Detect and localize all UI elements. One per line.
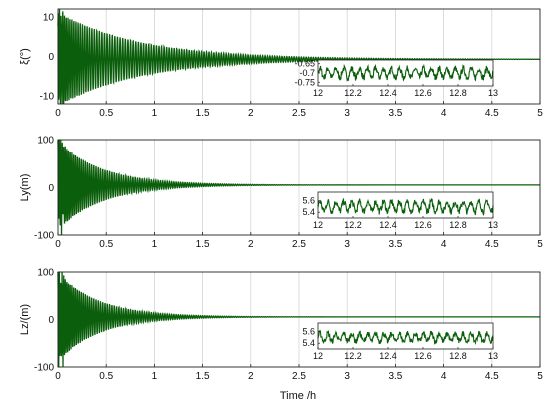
inset-series-line: [317, 329, 494, 345]
x-tick-label: 2: [248, 371, 254, 382]
inset-y-tick-label: -0.65: [294, 59, 315, 69]
inset-series-line: [317, 198, 494, 217]
inset-y-tick-label: 5.4: [302, 207, 315, 217]
y-tick-label: 100: [37, 268, 54, 279]
inset-x-tick-label: 12.6: [414, 220, 432, 230]
inset-x-tick-label: 13: [488, 88, 498, 98]
y-axis-label: ξ(°): [19, 48, 31, 65]
inset-2: 12 12.2 12.4 12.6 12.8 13 5.65.4: [302, 191, 498, 230]
y-axis-label: Lz/(m): [19, 304, 31, 335]
inset-x-tick-label: 12.6: [414, 351, 432, 361]
x-tick-label: 2: [248, 108, 254, 119]
inset-x-tick-label: 12.8: [449, 351, 467, 361]
inset-x-tick-label: 12: [313, 88, 323, 98]
inset-y-tick-label: -0.75: [294, 77, 315, 87]
inset-x-tick-label: 12.4: [379, 88, 397, 98]
x-tick-label: 4: [441, 239, 447, 250]
x-tick-label: 2.5: [292, 371, 306, 382]
y-axis-label: Ly(m): [19, 174, 31, 202]
inset-x-tick-label: 12.8: [449, 88, 467, 98]
series-line: [57, 139, 540, 236]
y-tick-label: -10: [40, 92, 55, 103]
x-tick-label: 0.5: [99, 239, 113, 250]
y-tick-label: 0: [48, 315, 54, 326]
x-tick-label: 0: [55, 371, 61, 382]
inset-series-line: [317, 63, 494, 83]
inset-x-tick-label: 12.6: [414, 88, 432, 98]
x-tick-label: 3.5: [388, 239, 402, 250]
inset-x-tick-label: 13: [488, 220, 498, 230]
x-tick-label: 1: [152, 371, 158, 382]
plot-frame: [57, 271, 541, 368]
x-tick-label: 4.5: [485, 239, 499, 250]
inset-x-tick-label: 12.2: [344, 351, 362, 361]
y-tick-label: -100: [34, 231, 54, 242]
series-line: [57, 8, 541, 105]
series-line: [57, 271, 540, 368]
x-tick-label: 1.5: [196, 108, 210, 119]
y-tick-label: 10: [43, 12, 55, 23]
inset-frame: [317, 191, 494, 219]
x-tick-label: 1: [152, 239, 158, 250]
inset-x-tick-label: 13: [488, 351, 498, 361]
x-tick-label: 0.5: [99, 371, 113, 382]
y-tick-label: -100: [34, 363, 54, 374]
x-axis-label: Time /h: [280, 390, 316, 402]
x-tick-label: 0.5: [99, 108, 113, 119]
x-tick-label: 1: [152, 108, 158, 119]
inset-x-tick-label: 12: [313, 220, 323, 230]
x-tick-label: 0: [55, 108, 61, 119]
inset-x-tick-label: 12: [313, 351, 323, 361]
x-tick-label: 5: [537, 108, 543, 119]
inset-x-tick-label: 12.8: [449, 220, 467, 230]
x-tick-label: 0: [55, 239, 61, 250]
x-tick-label: 3: [344, 108, 350, 119]
inset-x-tick-label: 12.4: [379, 351, 397, 361]
inset-y-tick-label: 5.6: [302, 196, 315, 206]
inset-y-tick-label: -0.7: [299, 68, 315, 78]
x-tick-label: 5: [537, 371, 543, 382]
y-tick-label: 0: [48, 183, 54, 194]
inset-y-tick-label: 5.6: [302, 327, 315, 337]
inset-y-tick-label: 5.4: [302, 338, 315, 348]
y-tick-label: 0: [48, 52, 54, 63]
inset-x-tick-label: 12.4: [379, 220, 397, 230]
plot-frame: [57, 8, 541, 105]
x-tick-label: 3.5: [388, 108, 402, 119]
x-tick-label: 1.5: [196, 371, 210, 382]
x-tick-label: 3.5: [388, 371, 402, 382]
inset-1: 12 12.2 12.4 12.6 12.8 13 -0.65-0.7-0.75: [294, 59, 498, 98]
x-tick-label: 2.5: [292, 239, 306, 250]
inset-frame: [317, 322, 494, 350]
x-tick-label: 4.5: [485, 371, 499, 382]
x-tick-label: 1.5: [196, 239, 210, 250]
y-tick-label: 100: [37, 136, 54, 147]
x-tick-label: 4: [441, 108, 447, 119]
x-tick-label: 4: [441, 371, 447, 382]
x-tick-label: 5: [537, 239, 543, 250]
inset-x-tick-label: 12.2: [344, 220, 362, 230]
plot-frame: [57, 139, 541, 236]
inset-x-tick-label: 12.2: [344, 88, 362, 98]
x-tick-label: 2: [248, 239, 254, 250]
x-tick-label: 2.5: [292, 108, 306, 119]
x-tick-label: 3: [344, 239, 350, 250]
x-tick-label: 4.5: [485, 108, 499, 119]
x-tick-label: 3: [344, 371, 350, 382]
inset-3: 12 12.2 12.4 12.6 12.8 13 5.65.4: [302, 322, 498, 361]
